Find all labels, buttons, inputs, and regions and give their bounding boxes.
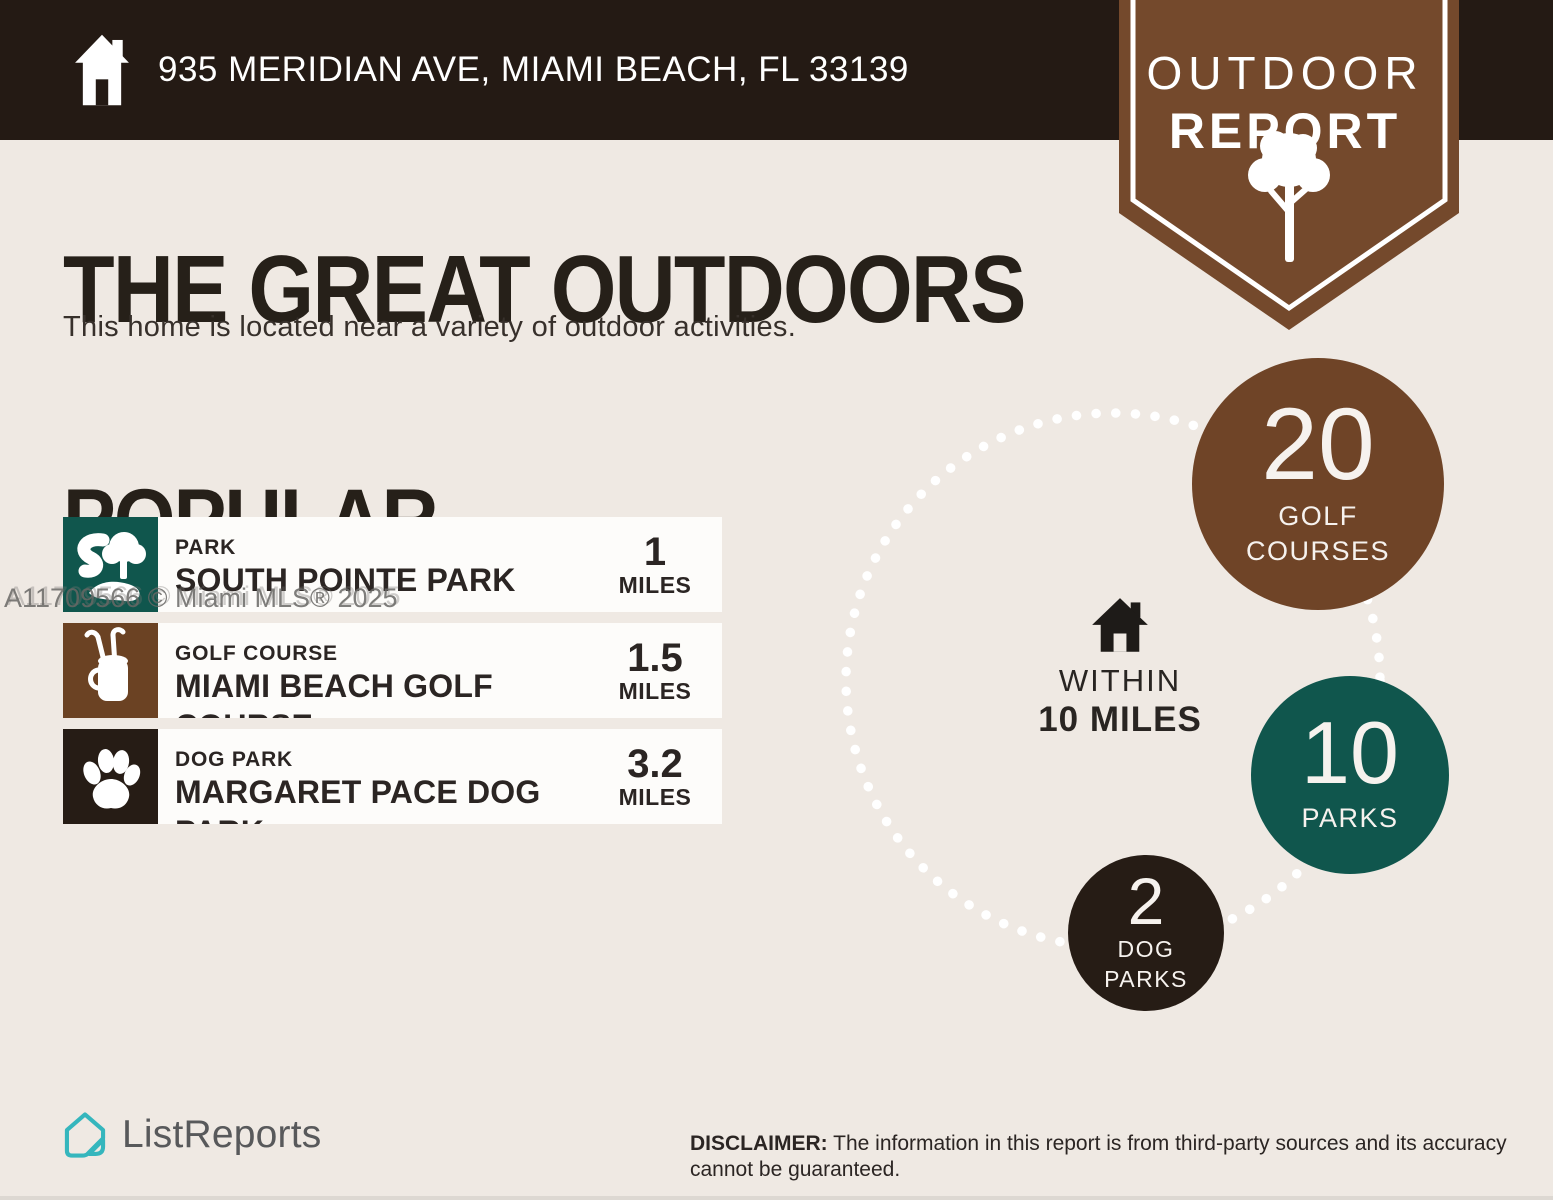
list-item-dog-park: DOG PARK MARGARET PACE DOG PARK 3.2 MILE… xyxy=(63,729,722,824)
stat-label-line1: PARKS xyxy=(1301,803,1399,834)
disclaimer-text: The information in this report is from t… xyxy=(690,1132,1507,1181)
stat-value: 2 xyxy=(1127,863,1165,938)
stat-circle-dog-parks: 2 DOG PARKS xyxy=(1068,855,1224,1011)
disclaimer-label: DISCLAIMER: xyxy=(690,1132,828,1155)
stat-label-line1: GOLF xyxy=(1278,501,1358,532)
badge-line2: REPORT xyxy=(1168,103,1402,159)
disclaimer: DISCLAIMER: The information in this repo… xyxy=(690,1131,1508,1183)
golf-bag-icon xyxy=(63,623,158,718)
stat-label-line2: COURSES xyxy=(1245,536,1391,567)
paw-icon xyxy=(63,729,158,824)
park-icon xyxy=(63,517,158,612)
tree-icon xyxy=(1248,131,1330,262)
stat-value: 20 xyxy=(1261,387,1375,502)
mls-watermark: A11709566 © Miami MLS® 2025 xyxy=(4,583,398,613)
item-category: PARK xyxy=(175,536,237,559)
badge-line1: OUTDOOR xyxy=(1146,47,1424,99)
within-word: WITHIN xyxy=(1058,663,1182,698)
home-icon xyxy=(75,34,129,106)
property-address: 935 MERIDIAN AVE, MIAMI BEACH, FL 33139 xyxy=(158,50,909,89)
item-name: SOUTH POINTE PARK xyxy=(175,562,516,598)
list-item-park: PARK SOUTH POINTE PARK 1 MILES xyxy=(63,517,722,612)
stat-label-line1: DOG xyxy=(1117,936,1175,963)
popular-list: PARK SOUTH POINTE PARK 1 MILES GOLF COUR… xyxy=(63,517,722,835)
item-name: MIAMI BEACH GOLF COURSE xyxy=(175,668,493,718)
stat-circle-parks: 10 PARKS xyxy=(1251,676,1449,874)
listreports-logo: ListReports xyxy=(62,1110,321,1160)
page-subtitle: This home is located near a variety of o… xyxy=(63,311,797,343)
stat-label-line2: PARKS xyxy=(1104,966,1188,993)
item-distance-unit: MILES xyxy=(618,677,692,704)
page-title: THE GREAT OUTDOORS xyxy=(63,236,1027,344)
badge-title: OUTDOOR REPORT xyxy=(1100,0,1470,160)
stat-value: 10 xyxy=(1301,703,1399,803)
house-icon xyxy=(1092,598,1148,652)
item-distance: 1 xyxy=(643,529,667,574)
bottom-edge-strip xyxy=(0,1196,1553,1200)
item-distance: 1.5 xyxy=(627,635,683,680)
item-distance: 3.2 xyxy=(627,741,683,786)
item-category: DOG PARK xyxy=(175,748,294,771)
stat-circle-golf-courses: 20 GOLF COURSES xyxy=(1192,358,1444,610)
list-item-golf-course: GOLF COURSE MIAMI BEACH GOLF COURSE 1.5 … xyxy=(63,623,722,718)
item-distance-unit: MILES xyxy=(618,783,692,810)
listreports-house-icon xyxy=(64,1112,106,1158)
brand-name: ListReports xyxy=(122,1113,322,1156)
item-name: MARGARET PACE DOG PARK xyxy=(175,774,541,824)
item-category: GOLF COURSE xyxy=(175,642,338,665)
outdoor-report-badge xyxy=(1119,0,1459,330)
within-radius-label: WITHIN 10 MILES xyxy=(1030,598,1210,740)
within-distance: 10 MILES xyxy=(1038,700,1202,739)
item-distance-unit: MILES xyxy=(618,571,692,598)
